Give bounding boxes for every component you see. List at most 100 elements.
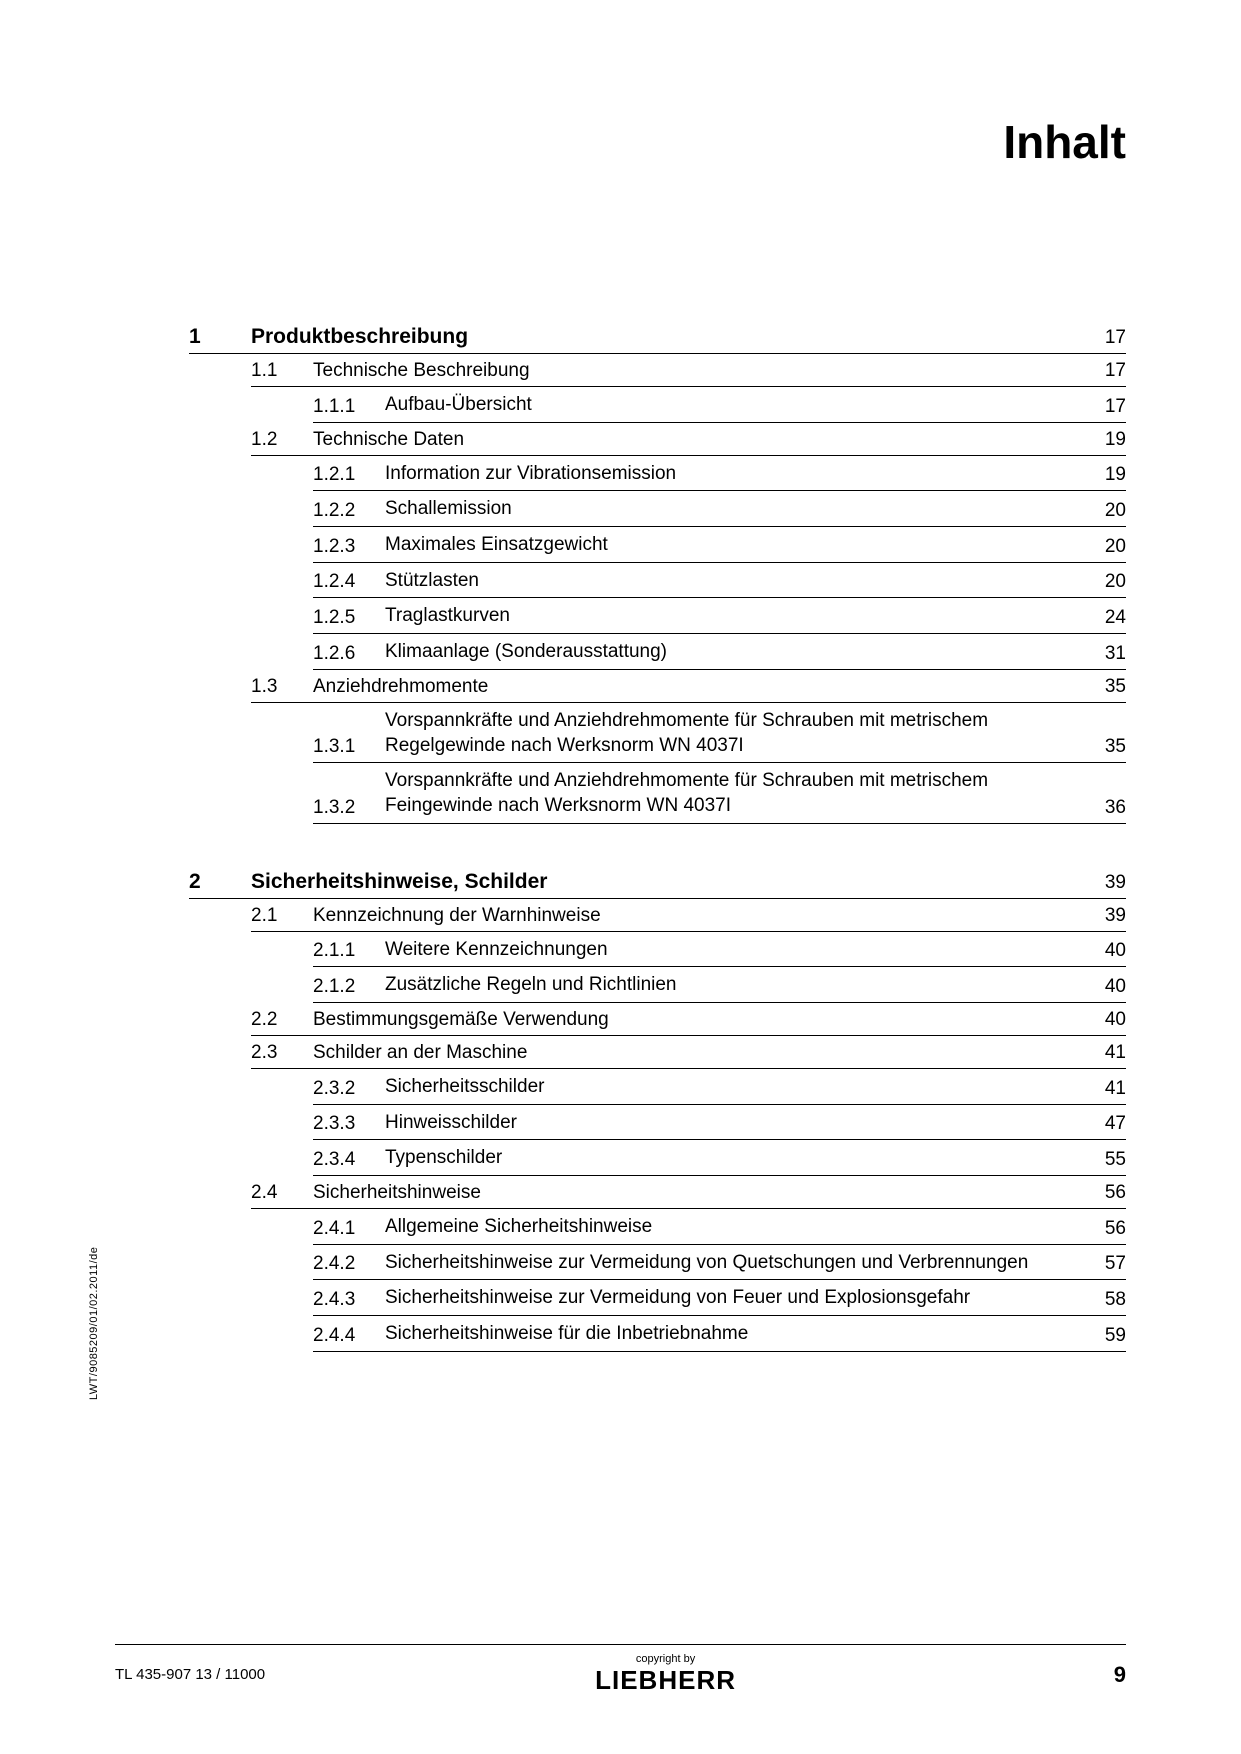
item-page: 20: [1076, 536, 1126, 558]
item-number: 2.3.4: [313, 1149, 385, 1171]
section-title: Sicherheitshinweise, Schilder: [251, 870, 1076, 894]
item-page: 20: [1076, 571, 1126, 593]
item-page: 31: [1076, 643, 1126, 665]
subsection-number: 2.2: [251, 1009, 313, 1031]
item-title: Stützlasten: [385, 569, 1076, 594]
toc-subsection: 1.1Technische Beschreibung17: [251, 354, 1126, 387]
item-number: 2.4.3: [313, 1289, 385, 1311]
subsection-title: Technische Beschreibung: [313, 360, 1076, 382]
section-title: Produktbeschreibung: [251, 325, 1076, 349]
section-number: 2: [189, 870, 251, 894]
item-page: 40: [1076, 940, 1126, 962]
item-title: Traglastkurven: [385, 604, 1076, 629]
page-number: 9: [1066, 1662, 1126, 1688]
subsection-number: 1.2: [251, 429, 313, 451]
toc-item: 1.3.2Vorspannkräfte und Anziehdrehmoment…: [313, 763, 1126, 823]
item-number: 1.2.6: [313, 643, 385, 665]
item-title: Sicherheitshinweise zur Vermeidung von Q…: [385, 1251, 1076, 1276]
section-page: 17: [1076, 327, 1126, 349]
subsection-page: 39: [1076, 905, 1126, 927]
subsection-title: Anziehdrehmomente: [313, 676, 1076, 698]
item-title: Weitere Kennzeichnungen: [385, 938, 1076, 963]
item-title: Typenschilder: [385, 1146, 1076, 1171]
item-title: Vorspannkräfte und Anziehdrehmomente für…: [385, 709, 1076, 758]
toc-item: 1.2.6Klimaanlage (Sonderausstattung)31: [313, 634, 1126, 670]
item-number: 2.4.4: [313, 1325, 385, 1347]
item-number: 2.1.1: [313, 940, 385, 962]
item-number: 2.4.2: [313, 1253, 385, 1275]
subsection-title: Kennzeichnung der Warnhinweise: [313, 905, 1076, 927]
toc-subsection: 2.4Sicherheitshinweise56: [251, 1176, 1126, 1209]
subsection-title: Sicherheitshinweise: [313, 1182, 1076, 1204]
table-of-contents: 1Produktbeschreibung171.1Technische Besc…: [189, 319, 1126, 1352]
item-title: Aufbau-Übersicht: [385, 393, 1076, 418]
subsection-number: 1.3: [251, 676, 313, 698]
toc-item: 1.2.1Information zur Vibrationsemission1…: [313, 456, 1126, 492]
item-page: 59: [1076, 1325, 1126, 1347]
footer-doc-code: TL 435-907 13 / 11000: [115, 1666, 265, 1683]
item-page: 40: [1076, 976, 1126, 998]
toc-item: 2.4.2Sicherheitshinweise zur Vermeidung …: [313, 1245, 1126, 1281]
item-title: Sicherheitshinweise für die Inbetriebnah…: [385, 1322, 1076, 1347]
item-number: 1.2.4: [313, 571, 385, 593]
subsection-page: 17: [1076, 360, 1126, 382]
item-page: 19: [1076, 464, 1126, 486]
copyright-text: copyright by: [265, 1653, 1066, 1665]
subsection-number: 1.1: [251, 360, 313, 382]
item-page: 20: [1076, 500, 1126, 522]
brand-logo: LIEBHERR: [265, 1665, 1066, 1696]
item-title: Vorspannkräfte und Anziehdrehmomente für…: [385, 769, 1076, 818]
item-number: 1.2.2: [313, 500, 385, 522]
subsection-number: 2.1: [251, 905, 313, 927]
toc-subsection: 2.3Schilder an der Maschine41: [251, 1036, 1126, 1069]
item-page: 36: [1076, 797, 1126, 819]
toc-item: 2.4.4Sicherheitshinweise für die Inbetri…: [313, 1316, 1126, 1352]
footer-center: copyright by LIEBHERR: [265, 1653, 1066, 1696]
item-page: 55: [1076, 1149, 1126, 1171]
side-document-code: LWT/9085209/01/02.2011/de: [88, 1247, 100, 1400]
item-title: Hinweisschilder: [385, 1111, 1076, 1136]
item-page: 17: [1076, 396, 1126, 418]
toc-section: 2Sicherheitshinweise, Schilder39: [189, 864, 1126, 899]
toc-item: 2.3.3Hinweisschilder47: [313, 1105, 1126, 1141]
toc-item: 1.2.2Schallemission20: [313, 491, 1126, 527]
item-title: Information zur Vibrationsemission: [385, 462, 1076, 487]
item-page: 47: [1076, 1113, 1126, 1135]
toc-section: 1Produktbeschreibung17: [189, 319, 1126, 354]
item-page: 24: [1076, 607, 1126, 629]
toc-subsection: 1.3Anziehdrehmomente35: [251, 670, 1126, 703]
item-number: 1.2.1: [313, 464, 385, 486]
footer: TL 435-907 13 / 11000 copyright by LIEBH…: [115, 1644, 1126, 1696]
subsection-number: 2.4: [251, 1182, 313, 1204]
toc-item: 1.2.4Stützlasten20: [313, 563, 1126, 599]
toc-item: 2.1.2Zusätzliche Regeln und Richtlinien4…: [313, 967, 1126, 1003]
toc-subsection: 2.2Bestimmungsgemäße Verwendung40: [251, 1003, 1126, 1036]
subsection-number: 2.3: [251, 1042, 313, 1064]
subsection-page: 19: [1076, 429, 1126, 451]
item-page: 35: [1076, 736, 1126, 758]
item-title: Sicherheitsschilder: [385, 1075, 1076, 1100]
toc-item: 2.3.2Sicherheitsschilder41: [313, 1069, 1126, 1105]
toc-item: 1.2.5Traglastkurven24: [313, 598, 1126, 634]
item-page: 57: [1076, 1253, 1126, 1275]
item-number: 2.4.1: [313, 1218, 385, 1240]
subsection-title: Schilder an der Maschine: [313, 1042, 1076, 1064]
toc-item: 2.4.1Allgemeine Sicherheitshinweise56: [313, 1209, 1126, 1245]
item-number: 1.2.3: [313, 536, 385, 558]
toc-item: 1.2.3Maximales Einsatzgewicht20: [313, 527, 1126, 563]
toc-item: 2.3.4Typenschilder55: [313, 1140, 1126, 1176]
item-number: 2.3.2: [313, 1078, 385, 1100]
subsection-title: Bestimmungsgemäße Verwendung: [313, 1009, 1076, 1031]
toc-item: 2.1.1Weitere Kennzeichnungen40: [313, 932, 1126, 968]
item-page: 56: [1076, 1218, 1126, 1240]
toc-subsection: 2.1Kennzeichnung der Warnhinweise39: [251, 899, 1126, 932]
item-number: 2.3.3: [313, 1113, 385, 1135]
page-title: Inhalt: [115, 115, 1126, 169]
toc-item: 1.1.1Aufbau-Übersicht17: [313, 387, 1126, 423]
item-title: Zusätzliche Regeln und Richtlinien: [385, 973, 1076, 998]
toc-subsection: 1.2Technische Daten19: [251, 423, 1126, 456]
section-page: 39: [1076, 872, 1126, 894]
page: Inhalt 1Produktbeschreibung171.1Technisc…: [0, 0, 1241, 1754]
item-title: Schallemission: [385, 497, 1076, 522]
subsection-page: 41: [1076, 1042, 1126, 1064]
